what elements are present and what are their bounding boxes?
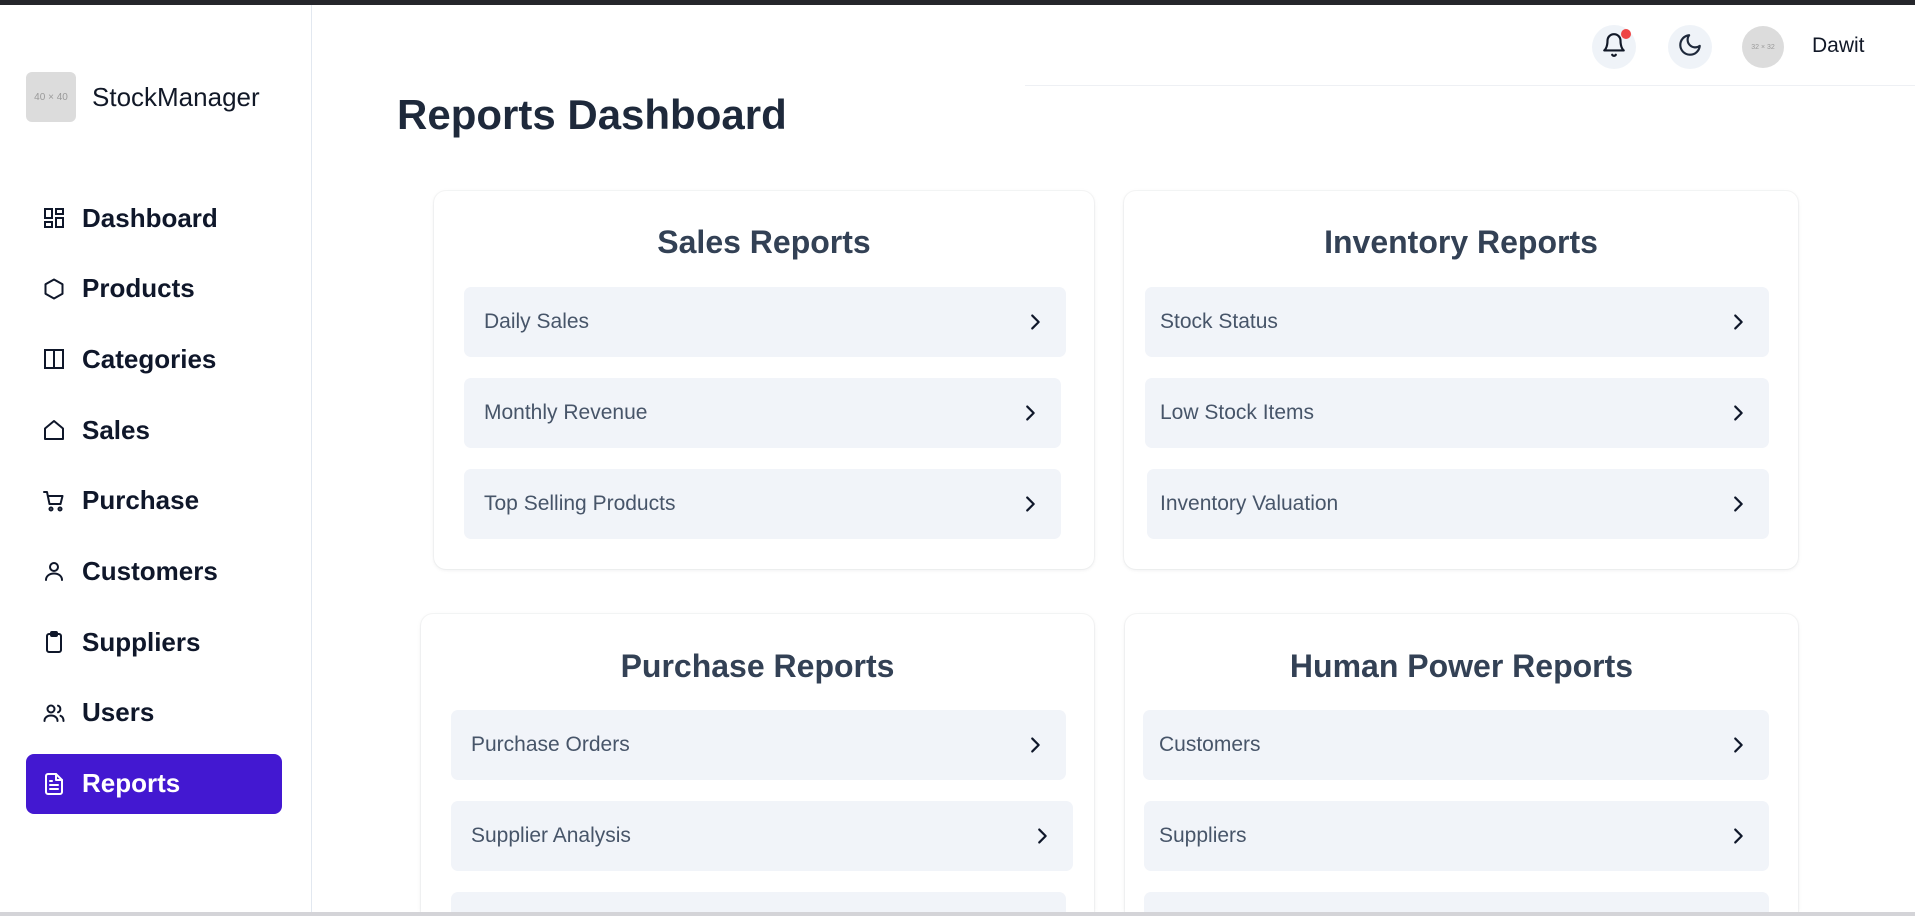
purchase-reports-card: Purchase Reports Purchase Orders Supplie… [421, 614, 1094, 912]
chevron-right-icon [1024, 311, 1046, 333]
hexagon-icon [42, 277, 66, 301]
inventory-reports-card: Inventory Reports Stock Status Low Stock… [1124, 191, 1798, 569]
sidebar-item-label: Reports [82, 768, 181, 798]
brand[interactable]: 40 × 40 StockManager [26, 72, 260, 122]
grid-icon [42, 206, 66, 230]
report-item-label: Supplier Analysis [471, 824, 631, 847]
report-item-daily-sales[interactable]: Daily Sales [464, 287, 1066, 357]
user-icon [42, 559, 66, 583]
theme-toggle-button[interactable] [1668, 25, 1712, 69]
sales-reports-card: Sales Reports Daily Sales Monthly Revenu… [434, 191, 1094, 569]
sidebar-item-suppliers[interactable]: Suppliers [26, 612, 282, 672]
sidebar: 40 × 40 StockManager Dashboard Products … [0, 5, 312, 912]
username[interactable]: Dawit [1812, 34, 1865, 57]
chevron-right-icon [1727, 311, 1749, 333]
report-item-purchase-orders[interactable]: Purchase Orders [451, 710, 1066, 780]
chevron-right-icon [1727, 493, 1749, 515]
sidebar-item-purchase[interactable]: Purchase [26, 471, 282, 531]
columns-icon [42, 347, 66, 371]
chevron-right-icon [1727, 734, 1749, 756]
page-title: Reports Dashboard [397, 91, 787, 138]
sidebar-item-sales[interactable]: Sales [26, 400, 282, 460]
sidebar-item-label: Suppliers [82, 626, 201, 657]
moon-icon [1677, 32, 1703, 63]
clipboard-icon [42, 630, 66, 654]
report-item-partial[interactable] [1144, 892, 1769, 912]
sidebar-item-customers[interactable]: Customers [26, 541, 282, 601]
report-item-label: Daily Sales [484, 310, 590, 333]
sidebar-item-label: Customers [82, 555, 218, 586]
avatar[interactable]: 32 × 32 [1742, 26, 1784, 68]
card-title: Sales Reports [657, 224, 871, 260]
human-power-reports-card: Human Power Reports Customers Suppliers [1125, 614, 1798, 912]
report-item-stock-status[interactable]: Stock Status [1145, 287, 1769, 357]
chevron-right-icon [1019, 493, 1041, 515]
notification-dot [1621, 29, 1631, 39]
report-item-supplier-analysis[interactable]: Supplier Analysis [451, 801, 1073, 871]
chevron-right-icon [1727, 402, 1749, 424]
report-item-label: Suppliers [1159, 824, 1247, 847]
sidebar-item-categories[interactable]: Categories [26, 329, 282, 389]
sidebar-item-label: Products [82, 273, 195, 304]
logo-placeholder: 40 × 40 [26, 72, 76, 122]
chevron-right-icon [1727, 825, 1749, 847]
report-item-customers[interactable]: Customers [1143, 710, 1769, 780]
sidebar-item-label: Users [82, 697, 155, 728]
chevron-right-icon [1019, 402, 1041, 424]
sidebar-item-products[interactable]: Products [26, 259, 282, 319]
sidebar-item-label: Sales [82, 414, 150, 445]
report-item-suppliers[interactable]: Suppliers [1144, 801, 1769, 871]
header-divider [1025, 85, 1915, 86]
sidebar-item-reports[interactable]: Reports [26, 753, 282, 814]
sidebar-item-label: Categories [82, 343, 217, 374]
report-item-inventory-valuation[interactable]: Inventory Valuation [1147, 469, 1769, 539]
card-title: Human Power Reports [1289, 648, 1634, 684]
report-item-top-selling-products[interactable]: Top Selling Products [464, 469, 1061, 539]
report-item-label: Customers [1159, 733, 1261, 756]
report-item-label: Low Stock Items [1160, 401, 1315, 424]
home-icon [42, 418, 66, 442]
notifications-button[interactable] [1592, 25, 1636, 69]
file-text-icon [42, 772, 66, 796]
report-item-low-stock-items[interactable]: Low Stock Items [1145, 378, 1769, 448]
card-title: Inventory Reports [1324, 224, 1598, 260]
chevron-right-icon [1024, 734, 1046, 756]
report-item-monthly-revenue[interactable]: Monthly Revenue [464, 378, 1061, 448]
users-icon [42, 701, 66, 725]
report-item-label: Top Selling Products [484, 492, 676, 515]
card-title: Purchase Reports [620, 648, 895, 684]
cart-icon [42, 489, 66, 513]
sidebar-item-label: Dashboard [82, 202, 218, 233]
window-bottom-bar [0, 912, 1915, 916]
sidebar-item-dashboard[interactable]: Dashboard [26, 188, 282, 248]
chevron-right-icon [1031, 825, 1053, 847]
bell-icon [1601, 32, 1627, 63]
sidebar-item-label: Purchase [82, 485, 200, 516]
report-item-label: Stock Status [1160, 310, 1278, 333]
report-item-label: Monthly Revenue [484, 401, 648, 424]
report-item-label: Inventory Valuation [1160, 492, 1339, 515]
sidebar-nav: Dashboard Products Categories Sales Purc… [26, 188, 282, 824]
brand-name: StockManager [92, 81, 260, 112]
report-item-partial[interactable] [451, 892, 1066, 912]
window-top-bar [0, 0, 1915, 5]
sidebar-item-users[interactable]: Users [26, 683, 282, 743]
report-item-label: Purchase Orders [471, 733, 630, 756]
